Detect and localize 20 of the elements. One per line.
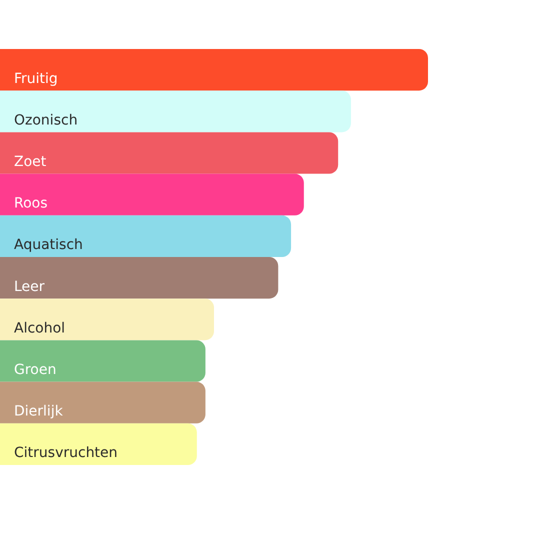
bar [0, 90, 351, 132]
bar [0, 298, 214, 340]
bar [0, 257, 278, 299]
bar [0, 132, 338, 174]
y-tick-label: Groen [14, 362, 56, 378]
bar [0, 174, 304, 216]
y-tick-label: Dierlijk [14, 404, 64, 420]
bar [0, 340, 206, 382]
y-tick-label: Roos [14, 196, 48, 212]
bar [0, 382, 206, 424]
y-tick-label: Citrusvruchten [14, 445, 118, 462]
bar [0, 49, 428, 91]
bar [0, 423, 197, 465]
y-tick-label: Alcohol [14, 320, 66, 336]
y-tick-label: Ozonisch [14, 112, 78, 128]
y-tick-label: Zoet [14, 154, 47, 170]
y-tick-label: Aquatisch [14, 237, 83, 254]
y-tick-label: Fruitig [14, 70, 58, 87]
bar [0, 215, 292, 257]
y-tick-label: Leer [14, 278, 45, 295]
